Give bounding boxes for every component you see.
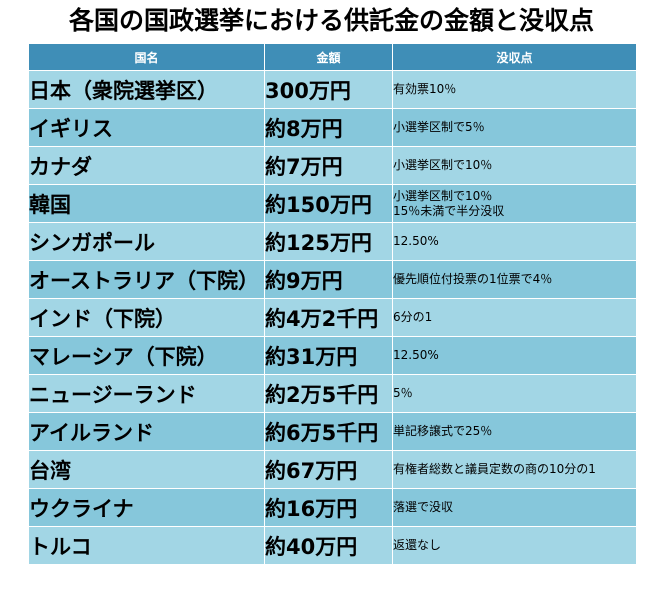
country-cell: インド（下院） [28, 298, 265, 337]
country-cell: ウクライナ [28, 488, 265, 527]
table-row: 台湾 約67万円 有権者総数と議員定数の商の10分の1 [28, 450, 637, 489]
table-row: インド（下院） 約4万2千円 6分の1 [28, 298, 637, 337]
country-cell: 韓国 [28, 184, 265, 223]
page-title: 各国の国政選挙における供託金の金額と没収点 [68, 6, 594, 35]
amount-cell: 約16万円 [264, 488, 393, 527]
table-row: イギリス 約8万円 小選挙区制で5％ [28, 108, 637, 147]
table-row: ウクライナ 約16万円 落選で没収 [28, 488, 637, 527]
confiscation-cell: 小選挙区制で10％ 15％未満で半分没収 [392, 184, 637, 223]
table-row: トルコ 約40万円 返還なし [28, 526, 637, 565]
column-header-confiscation: 没収点 [392, 43, 637, 71]
confiscation-cell: 12.50% [392, 222, 637, 261]
country-cell: オーストラリア（下院） [28, 260, 265, 299]
amount-cell: 約40万円 [264, 526, 393, 565]
confiscation-cell: 5％ [392, 374, 637, 413]
amount-cell: 約150万円 [264, 184, 393, 223]
country-cell: シンガポール [28, 222, 265, 261]
amount-cell: 約7万円 [264, 146, 393, 185]
table-row: カナダ 約7万円 小選挙区制で10％ [28, 146, 637, 185]
country-cell: ニュージーランド [28, 374, 265, 413]
amount-cell: 約125万円 [264, 222, 393, 261]
amount-cell: 約4万2千円 [264, 298, 393, 337]
amount-cell: 約31万円 [264, 336, 393, 375]
column-header-amount: 金額 [264, 43, 393, 71]
amount-cell: 300万円 [264, 70, 393, 109]
confiscation-cell: 単記移譲式で25％ [392, 412, 637, 451]
table-header-row: 国名 金額 没収点 [28, 43, 637, 71]
confiscation-cell: 返還なし [392, 526, 637, 565]
confiscation-cell: 落選で没収 [392, 488, 637, 527]
table-row: オーストラリア（下院） 約9万円 優先順位付投票の1位票で4％ [28, 260, 637, 299]
country-cell: イギリス [28, 108, 265, 147]
table-row: シンガポール 約125万円 12.50% [28, 222, 637, 261]
country-cell: 日本（衆院選挙区） [28, 70, 265, 109]
amount-cell: 約67万円 [264, 450, 393, 489]
amount-cell: 約6万5千円 [264, 412, 393, 451]
amount-cell: 約9万円 [264, 260, 393, 299]
table-row: マレーシア（下院） 約31万円 12.50% [28, 336, 637, 375]
table-row: 韓国 約150万円 小選挙区制で10％ 15％未満で半分没収 [28, 184, 637, 223]
confiscation-cell: 有効票10％ [392, 70, 637, 109]
country-cell: カナダ [28, 146, 265, 185]
confiscation-cell: 12.50% [392, 336, 637, 375]
column-header-country: 国名 [28, 43, 265, 71]
confiscation-cell: 優先順位付投票の1位票で4％ [392, 260, 637, 299]
country-cell: トルコ [28, 526, 265, 565]
amount-cell: 約2万5千円 [264, 374, 393, 413]
country-cell: マレーシア（下院） [28, 336, 265, 375]
table-row: 日本（衆院選挙区） 300万円 有効票10％ [28, 70, 637, 109]
country-cell: 台湾 [28, 450, 265, 489]
table-row: ニュージーランド 約2万5千円 5％ [28, 374, 637, 413]
confiscation-cell: 小選挙区制で10％ [392, 146, 637, 185]
confiscation-cell: 小選挙区制で5％ [392, 108, 637, 147]
table-row: アイルランド 約6万5千円 単記移譲式で25％ [28, 412, 637, 451]
amount-cell: 約8万円 [264, 108, 393, 147]
country-cell: アイルランド [28, 412, 265, 451]
confiscation-cell: 有権者総数と議員定数の商の10分の1 [392, 450, 637, 489]
confiscation-cell: 6分の1 [392, 298, 637, 337]
deposit-table: 国名 金額 没収点 日本（衆院選挙区） 300万円 有効票10％ イギリス 約8… [28, 43, 637, 565]
